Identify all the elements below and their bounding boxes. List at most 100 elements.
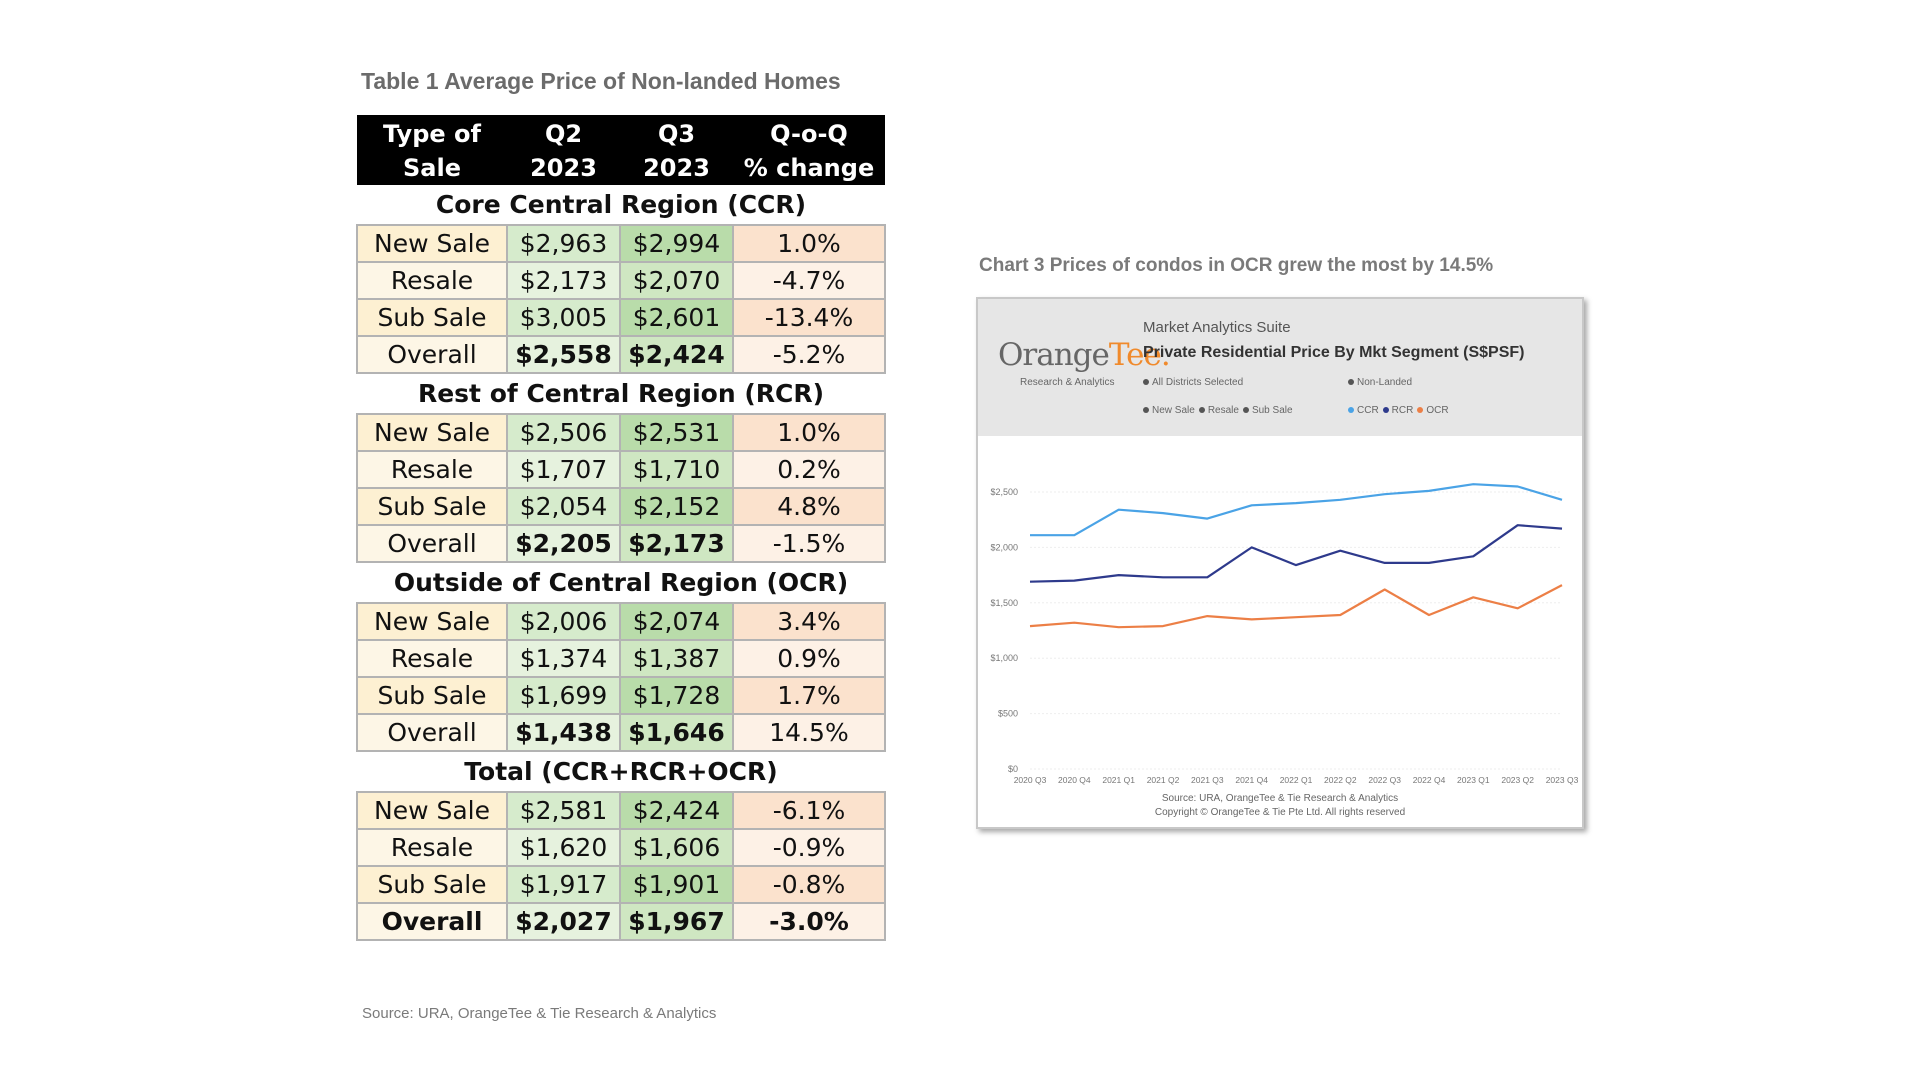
table-cell-chg: 1.0% (732, 413, 886, 452)
table-cell-chg: 1.0% (732, 224, 886, 263)
y-tick-label: $500 (998, 709, 1018, 719)
header-q2-2023: Q2 2023 (507, 115, 620, 185)
table-cell-q3: $1,606 (619, 828, 734, 867)
table-cell-type: Resale (356, 261, 508, 300)
table-row: Resale $1,374 $1,387 0.9% (356, 639, 886, 678)
filter-districts: All Districts Selected (1143, 377, 1243, 388)
table-row: Overall $2,027 $1,967 -3.0% (356, 902, 886, 941)
chart-header: OrangeTee. Research & Analytics Market A… (978, 299, 1582, 436)
table-row: New Sale $2,581 $2,424 -6.1% (356, 791, 886, 830)
table-row: Sub Sale $1,917 $1,901 -0.8% (356, 865, 886, 904)
table-cell-q3: $2,601 (619, 298, 734, 337)
legend-ccr-dot-icon (1348, 407, 1354, 414)
table-cell-q3: $2,173 (619, 524, 734, 563)
table-cell-q2: $2,963 (506, 224, 621, 263)
table-cell-chg: -6.1% (732, 791, 886, 830)
table-cell-chg: -13.4% (732, 298, 886, 337)
table-cell-q2: $2,205 (506, 524, 621, 563)
table-cell-q3: $1,901 (619, 865, 734, 904)
table-cell-q2: $2,054 (506, 487, 621, 526)
table-cell-q3: $2,152 (619, 487, 734, 526)
suite-name: Market Analytics Suite (1143, 319, 1291, 336)
legend-new-sale: New Sale (1152, 405, 1195, 416)
table-row: Sub Sale $1,699 $1,728 1.7% (356, 676, 886, 715)
legend-dot-icon (1143, 407, 1149, 414)
table-cell-chg: -5.2% (732, 335, 886, 374)
table-cell-type: New Sale (356, 791, 508, 830)
segment-title: Outside of Central Region (OCR) (393, 568, 849, 597)
segment-header-row: Total (CCR+RCR+OCR) (357, 751, 885, 792)
table-cell-type: New Sale (356, 413, 508, 452)
table-cell-q3: $2,424 (619, 335, 734, 374)
price-table-container: Type of Sale Q2 2023 Q3 2023 Q-o-Q% change … (356, 115, 886, 941)
table-cell-q2: $2,506 (506, 413, 621, 452)
table-row: New Sale $2,963 $2,994 1.0% (356, 224, 886, 263)
table-cell-type: Resale (356, 450, 508, 489)
orangetee-logo: OrangeTee. (998, 337, 1171, 373)
legend-rcr-dot-icon (1382, 407, 1389, 414)
legend-ccr: CCR (1357, 405, 1379, 416)
table-cell-chg: 4.8% (732, 487, 886, 526)
table-cell-chg: 0.2% (732, 450, 886, 489)
segment-title: Rest of Central Region (RCR) (417, 379, 825, 408)
table-cell-q3: $1,728 (619, 676, 734, 715)
series-line-ocr (1029, 584, 1563, 629)
table-cell-type: Overall (356, 713, 508, 752)
y-tick-label: $2,000 (990, 542, 1018, 552)
table-cell-chg: 1.7% (732, 676, 886, 715)
x-tick-label: 2023 Q3 (1546, 775, 1579, 785)
table-row: Resale $1,707 $1,710 0.2% (356, 450, 886, 489)
y-tick-label: $0 (1008, 764, 1018, 774)
legend-dot-icon (1198, 407, 1205, 414)
table-cell-type: Overall (356, 335, 508, 374)
table-row: Sub Sale $3,005 $2,601 -13.4% (356, 298, 886, 337)
table-cell-q3: $2,531 (619, 413, 734, 452)
table-cell-q2: $2,558 (506, 335, 621, 374)
table-cell-q3: $2,424 (619, 791, 734, 830)
table-cell-q2: $1,707 (506, 450, 621, 489)
table-cell-q3: $1,710 (619, 450, 734, 489)
table-cell-chg: -1.5% (732, 524, 886, 563)
table-cell-chg: -0.8% (732, 865, 886, 904)
chart-section-title: Chart 3 Prices of condos in OCR grew the… (979, 255, 1494, 276)
table-cell-q3: $1,646 (619, 713, 734, 752)
line-chart: $0 $500 $1,000 $1,500 $2,000 $2,500 2020 Q3 202… (990, 483, 1579, 785)
table-row: Resale $2,173 $2,070 -4.7% (356, 261, 886, 300)
table-cell-type: Resale (356, 639, 508, 678)
legend-dot-icon (1242, 407, 1249, 414)
segment-title: Total (CCR+RCR+OCR) (464, 757, 778, 786)
table-row: New Sale $2,506 $2,531 1.0% (356, 413, 886, 452)
table-row: Sub Sale $2,054 $2,152 4.8% (356, 487, 886, 526)
table-cell-chg: 3.4% (732, 602, 886, 641)
segment-legend: CCR RCR OCR (1348, 405, 1453, 416)
table-cell-type: Resale (356, 828, 508, 867)
table-cell-type: New Sale (356, 602, 508, 641)
table-row: New Sale $2,006 $2,074 3.4% (356, 602, 886, 641)
table-cell-chg: -3.0% (732, 902, 886, 941)
x-tick-label: 2021 Q3 (1191, 775, 1224, 785)
header-qoq-change: Q-o-Q% change (733, 115, 885, 185)
y-tick-label: $2,500 (990, 487, 1018, 497)
table-cell-q3: $1,967 (619, 902, 734, 941)
y-tick-label: $1,000 (990, 653, 1018, 663)
table-cell-chg: -0.9% (732, 828, 886, 867)
segment-title: Core Central Region (CCR) (435, 190, 807, 219)
table-cell-chg: 0.9% (732, 639, 886, 678)
table-row: Overall $1,438 $1,646 14.5% (356, 713, 886, 752)
table-cell-q2: $2,006 (506, 602, 621, 641)
chart-source-line: Source: URA, OrangeTee & Tie Research & … (1161, 793, 1399, 804)
table-cell-type: Overall (356, 524, 508, 563)
table-cell-q2: $3,005 (506, 298, 621, 337)
table-cell-chg: 14.5% (732, 713, 886, 752)
filter-property-type: Non-Landed (1348, 377, 1412, 388)
table-cell-q3: $2,070 (619, 261, 734, 300)
chart-panel: OrangeTee. Research & Analytics Market A… (976, 297, 1584, 829)
table-row: Overall $2,558 $2,424 -5.2% (356, 335, 886, 374)
legend-rcr: RCR (1391, 405, 1414, 416)
series-line-ccr (1030, 483, 1563, 537)
x-tick-label: 2023 Q1 (1457, 775, 1490, 785)
table-cell-q2: $1,438 (506, 713, 621, 752)
legend-ocr: OCR (1426, 405, 1449, 416)
series-line-rcr (1029, 524, 1563, 583)
table-cell-q3: $2,074 (619, 602, 734, 641)
